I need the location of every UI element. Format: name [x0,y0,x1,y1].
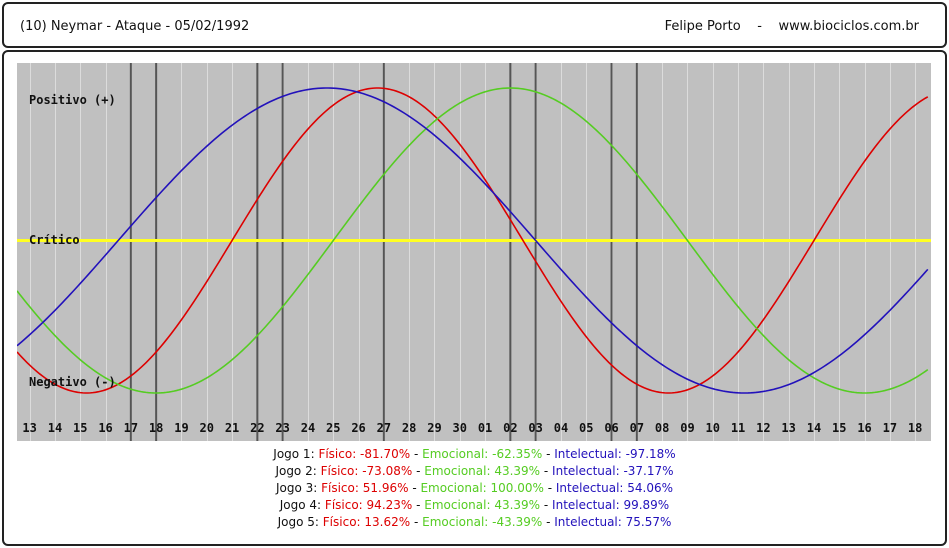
emocional-value: Emocional: 43.39% [424,498,541,512]
x-tick-label: 14 [48,421,62,435]
x-tick-label: 11 [731,421,745,435]
x-tick-label: 22 [250,421,264,435]
game-name: Jogo 2: [275,464,317,478]
x-tick-label: 07 [630,421,644,435]
game-name: Jogo 1: [273,447,315,461]
header-separator: - [757,19,762,34]
x-tick-label: 03 [528,421,542,435]
x-tick-label: 13 [22,421,36,435]
x-tick-label: 12 [756,421,770,435]
intelectual-value: Intelectual: 54.06% [555,481,674,495]
fisico-value: Físico: 13.62% [318,515,411,529]
critical-label: Crítico [29,233,80,247]
x-tick-label: 30 [453,421,467,435]
series-line-emocional [17,87,929,394]
x-tick-label: 25 [326,421,340,435]
x-tick-label: 15 [832,421,846,435]
x-tick-label: 14 [807,421,821,435]
game-name: Jogo 5: [277,515,319,529]
game-line: Jogo 4: Físico: 94.23% - Emocional: 43.3… [0,497,949,514]
game-summary: Jogo 1: Físico: -81.70% - Emocional: -62… [0,446,949,531]
x-tick-label: 17 [124,421,138,435]
separator: - [540,464,553,478]
emocional-value: Emocional: 100.00% [420,481,544,495]
game-name: Jogo 4: [279,498,322,512]
emocional-value: Emocional: 43.39% [424,464,541,478]
game-line: Jogo 5: Físico: 13.62% - Emocional: -43.… [0,514,949,531]
x-tick-label: 02 [503,421,517,435]
separator: - [410,515,423,529]
x-tick-label: 16 [98,421,112,435]
fisico-value: Físico: -73.08% [316,464,413,478]
x-tick-label: 13 [781,421,795,435]
biorhythm-chart: Positivo (+) Crítico Negativo (-) 13 14 15… [17,63,931,441]
x-tick-label: 26 [351,421,365,435]
separator: - [410,447,423,461]
x-tick-label: 19 [174,421,188,435]
separator: - [412,498,425,512]
x-tick-label: 09 [680,421,694,435]
game-markers [129,63,638,441]
x-tick-label: 21 [225,421,239,435]
intelectual-value: Intelectual: 75.57% [554,515,672,529]
header-credits: Felipe Porto - www.biociclos.com.br [665,19,919,34]
x-tick-label: 20 [200,421,214,435]
header-title: (10) Neymar - Ataque - 05/02/1992 [20,19,250,34]
fisico-value: Físico: 94.23% [321,498,413,512]
x-tick-label: 24 [301,421,315,435]
series-line-intelectual [17,87,929,394]
x-tick-labels: 13 14 15 16 17 18 19 20 21 22 23 24 25 26 27 28 29 30 01 02… [22,421,922,435]
series-line-físico [17,87,929,394]
x-tick-label: 08 [655,421,669,435]
separator: - [540,498,553,512]
x-tick-label: 06 [604,421,618,435]
curves [17,87,929,394]
intelectual-value: Intelectual: -97.18% [554,447,676,461]
game-line: Jogo 3: Físico: 51.96% - Emocional: 100.… [0,480,949,497]
intelectual-value: Intelectual: -37.17% [552,464,674,478]
x-tick-label: 18 [908,421,922,435]
x-tick-label: 29 [427,421,441,435]
negative-label: Negativo (-) [29,375,116,389]
header-site[interactable]: www.biociclos.com.br [778,19,919,34]
x-tick-label: 04 [554,421,568,435]
intelectual-value: Intelectual: 99.89% [552,498,670,512]
chart-background [17,63,931,441]
header-author: Felipe Porto [664,19,741,34]
separator: - [542,515,555,529]
x-tick-label: 28 [402,421,416,435]
fisico-value: Físico: 51.96% [317,481,409,495]
positive-label: Positivo (+) [29,93,116,107]
header-panel: (10) Neymar - Ataque - 05/02/1992 Felipe… [2,2,947,48]
separator: - [542,447,555,461]
x-tick-label: 18 [149,421,163,435]
x-tick-label: 17 [883,421,897,435]
x-tick-label: 05 [579,421,593,435]
x-tick-label: 27 [377,421,391,435]
separator: - [412,464,425,478]
x-tick-label: 01 [478,421,492,435]
separator: - [408,481,421,495]
x-tick-label: 10 [706,421,720,435]
x-tick-label: 16 [857,421,871,435]
game-line: Jogo 2: Físico: -73.08% - Emocional: 43.… [0,463,949,480]
game-name: Jogo 3: [275,481,318,495]
separator: - [543,481,556,495]
fisico-value: Físico: -81.70% [314,447,411,461]
x-tick-label: 15 [73,421,87,435]
x-tick-label: 23 [275,421,289,435]
emocional-value: Emocional: -62.35% [422,447,543,461]
emocional-value: Emocional: -43.39% [422,515,543,529]
game-line: Jogo 1: Físico: -81.70% - Emocional: -62… [0,446,949,463]
